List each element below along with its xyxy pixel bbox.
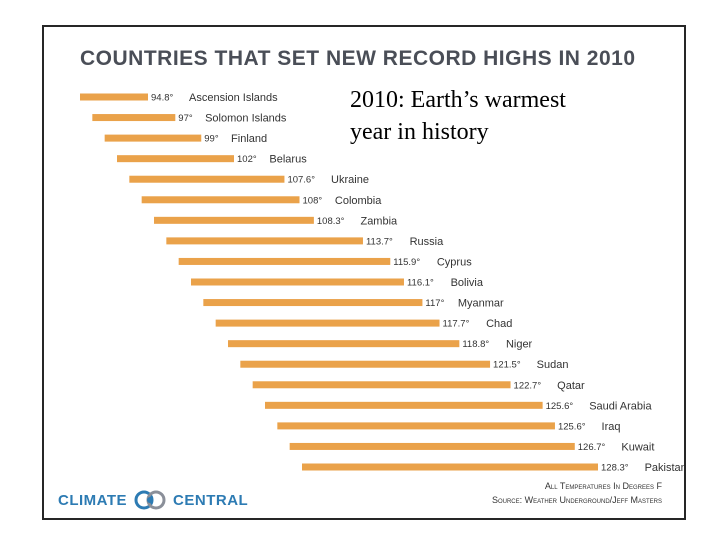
bar-qatar: [252, 381, 511, 389]
bar-cyprus: [178, 257, 391, 265]
value-label: 117°: [425, 298, 444, 309]
category-label: Solomon Islands: [205, 113, 287, 125]
value-label: 99°: [204, 134, 219, 145]
logo-rings-icon: [134, 490, 166, 510]
category-label: Finland: [231, 133, 267, 145]
value-label: 125.6°: [558, 421, 586, 432]
bar-colombia: [141, 196, 300, 204]
bar-finland: [104, 134, 202, 142]
category-label: Saudi Arabia: [589, 400, 652, 412]
value-label: 126.7°: [578, 442, 606, 453]
category-label: Pakistan: [645, 462, 684, 474]
category-label: Russia: [410, 236, 445, 248]
bar-niger: [228, 340, 460, 348]
category-label: Zambia: [360, 215, 398, 227]
overlay-caption: 2010: Earth’s warmest year in history: [350, 84, 566, 148]
value-label: 107.6°: [287, 175, 315, 186]
bar-kuwait: [289, 442, 575, 450]
bar-zambia: [154, 216, 314, 224]
value-label: 113.7°: [366, 236, 393, 247]
category-label: Iraq: [602, 421, 621, 433]
bar-sudan: [240, 360, 491, 368]
logo-text-right: CENTRAL: [173, 491, 249, 509]
bar-myanmar: [203, 299, 423, 307]
bar-ukraine: [129, 175, 285, 183]
chart-frame: COUNTRIES THAT SET NEW RECORD HIGHS IN 2…: [42, 25, 686, 520]
value-label: 125.6°: [546, 401, 574, 412]
bar-chad: [215, 319, 440, 327]
logo-text-left: CLIMATE: [58, 491, 128, 509]
category-label: Colombia: [335, 195, 382, 207]
bar-bolivia: [191, 278, 404, 286]
value-label: 128.3°: [601, 463, 629, 474]
overlay-line-1: 2010: Earth’s warmest: [350, 87, 566, 113]
category-label: Niger: [506, 339, 533, 351]
source-note: Source: Weather Underground/Jeff Masters: [491, 495, 662, 505]
bar-russia: [166, 237, 363, 245]
bar-saudi-arabia: [265, 401, 543, 409]
bar-belarus: [117, 155, 235, 163]
category-label: Ukraine: [331, 174, 369, 186]
category-label: Chad: [486, 318, 512, 330]
bar-pakistan: [302, 463, 598, 471]
climate-central-logo: CLIMATE CENTRAL: [58, 489, 248, 511]
value-label: 94.8°: [151, 93, 173, 104]
category-label: Cyprus: [437, 256, 472, 268]
overlay-line-2: year in history: [350, 119, 489, 145]
value-label: 116.1°: [407, 278, 434, 289]
category-label: Bolivia: [451, 277, 484, 289]
chart-title: COUNTRIES THAT SET NEW RECORD HIGHS IN 2…: [80, 47, 636, 70]
category-label: Qatar: [557, 380, 585, 392]
bar-ascension-islands: [80, 93, 148, 101]
unit-note: All Temperatures In Degrees F: [544, 481, 662, 491]
category-label: Belarus: [269, 154, 307, 166]
value-label: 102°: [237, 154, 257, 165]
value-label: 108°: [303, 195, 323, 206]
value-label: 122.7°: [514, 380, 542, 391]
category-label: Sudan: [537, 359, 569, 371]
value-label: 118.8°: [462, 339, 489, 350]
value-label: 117.7°: [443, 319, 470, 330]
category-label: Myanmar: [458, 298, 504, 310]
footnote: All Temperatures In Degrees F Source: We…: [492, 479, 662, 507]
category-label: Kuwait: [621, 441, 654, 453]
bar-solomon-islands: [92, 114, 176, 122]
bar-chart: 94.8° Ascension Islands 97° Solomon Islands…: [80, 92, 684, 474]
value-label: 115.9°: [393, 257, 420, 268]
value-label: 121.5°: [493, 360, 521, 371]
bar-iraq: [277, 422, 555, 430]
value-label: 97°: [178, 113, 193, 124]
value-label: 108.3°: [317, 216, 345, 227]
category-label: Ascension Islands: [189, 92, 278, 104]
